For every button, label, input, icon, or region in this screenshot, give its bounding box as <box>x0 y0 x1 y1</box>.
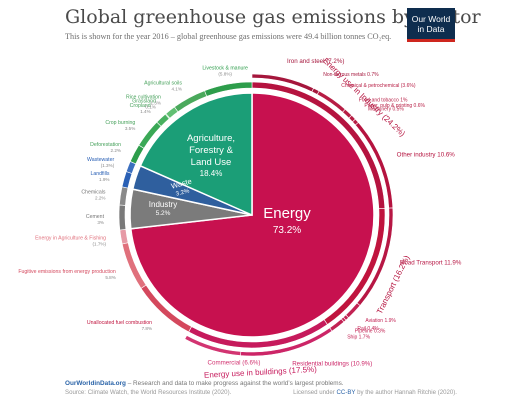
chart-subtitle: This is shown for the year 2016 – global… <box>65 32 392 41</box>
footer-license: Licensed under CC-BY by the author Hanna… <box>293 389 457 396</box>
middle-label-rice-cultivation: Rice cultivation <box>126 94 161 100</box>
license-link[interactable]: CC-BY <box>336 389 356 396</box>
label-industry-value: 5.2% <box>156 210 171 217</box>
outer-label-ship: Ship 1.7% <box>347 335 370 341</box>
outer-label-aviation: Aviation 1.9% <box>365 318 396 324</box>
license-suffix: by the author Hannah Ritchie (2020). <box>355 389 457 396</box>
label-energy-value: 73.2% <box>273 225 301 236</box>
outer-label-rail: Rail 0.4% <box>357 326 379 332</box>
middle-value-wastewater: (1.3%) <box>101 163 115 168</box>
outer-label-road-transport: Road Transport 11.9% <box>400 260 462 267</box>
middle-label-livestock-manure: Livestock & manure <box>202 65 248 71</box>
logo-text-line2: in Data <box>417 24 445 34</box>
middle-value-unallocated-fuel-combustion: 7.8% <box>142 326 152 331</box>
outer-label-non-ferrous-metals: Non-ferrous metals 0.7% <box>323 72 379 78</box>
footer-attribution: OurWorldinData.org – Research and data t… <box>65 380 344 387</box>
label-agriculture-value: 18.4% <box>200 169 223 178</box>
outer-label-other-industry: Other industry 10.6% <box>397 152 456 159</box>
label-agriculture-line1: Agriculture, <box>187 133 235 144</box>
footer-tagline: – Research and data to make progress aga… <box>125 380 344 387</box>
middle-label-energy-in-agriculture-fishing: Energy in Agriculture & Fishing <box>35 236 106 242</box>
footer-site-link[interactable]: OurWorldinData.org <box>65 380 126 387</box>
middle-value-deforestation: 2.2% <box>111 148 121 153</box>
middle-arc-landfills <box>121 171 133 189</box>
label-waste-value: 3.2% <box>175 188 190 198</box>
footer-source: Source: Climate Watch, the World Resourc… <box>65 389 232 396</box>
label-energy: Energy <box>263 205 311 222</box>
middle-label-unallocated-fuel-combustion: Unallocated fuel combustion <box>87 320 152 326</box>
inner-slice-agriculture-forestry-land-use <box>139 92 253 217</box>
logo-text-line1: Our World <box>411 14 451 24</box>
middle-arc-livestock-manure <box>204 81 253 97</box>
middle-value-agricultural-soils: 4.1% <box>171 87 181 92</box>
outer-label-paper-pulp-printing: Paper, pulp & printing 0.6% <box>364 103 425 109</box>
outer-arc-commercial <box>184 335 242 356</box>
middle-value-chemicals: 2.2% <box>95 196 105 201</box>
middle-label-crop-burning: Crop burning <box>105 120 135 126</box>
outer-label-pipeline: Pipeline 0.3% <box>355 328 386 334</box>
middle-arc-energy-in-agriculture-fishing <box>119 229 129 245</box>
middle-label-chemicals: Chemicals <box>81 190 106 196</box>
middle-label-deforestation: Deforestation <box>90 142 121 148</box>
middle-label-agricultural-soils: Agricultural soils <box>144 81 182 87</box>
chart-title: Global greenhouse gas emissions by secto… <box>65 6 481 28</box>
outer-label-chemical-petrochemical: Chemical & petrochemical (3.6%) <box>341 83 416 89</box>
label-industry: Industry <box>149 200 177 209</box>
label-agriculture-line3: Land Use <box>191 157 232 168</box>
middle-value-grassland: 0.1% <box>145 104 155 109</box>
middle-label-landfills: Landfills <box>90 171 109 177</box>
middle-label-cement: Cement <box>86 214 105 220</box>
middle-label-grassland: Grassland <box>132 98 156 104</box>
middle-value-energy-in-agriculture-fishing: (1.7%) <box>93 242 107 247</box>
label-agriculture-line2: Forestry & <box>189 145 233 156</box>
middle-value-livestock-manure: (5.8%) <box>218 71 232 76</box>
owid-logo[interactable]: Our World in Data <box>407 8 455 42</box>
outer-label-residential-buildings: Residential buildings (10.9%) <box>292 361 372 368</box>
middle-value-cropland: 1.4% <box>140 109 150 114</box>
middle-value-cement: 3% <box>97 220 104 225</box>
middle-arc-cement <box>118 204 127 231</box>
outer-label-commercial: Commercial (6.6%) <box>208 360 261 367</box>
middle-arc-chemicals <box>119 186 129 206</box>
middle-label-cropland: Cropland <box>130 103 151 109</box>
middle-label-wastewater: Wastewater <box>87 157 114 163</box>
middle-value-rice-cultivation: 1.3% <box>150 100 160 105</box>
middle-value-crop-burning: 3.5% <box>125 126 135 131</box>
license-prefix: Licensed under <box>293 389 337 396</box>
outer-label-iron-and-steel: Iron and steel (7.2%) <box>287 58 344 65</box>
middle-label-fugitive-emissions-from-energy-production: Fugitive emissions from energy productio… <box>18 269 116 275</box>
outer-label-food-and-tobacco: Food and tobacco 1% <box>359 97 408 103</box>
middle-value-landfills: 1.9% <box>99 177 109 182</box>
middle-value-fugitive-emissions-from-energy-production: 5.8% <box>105 275 115 280</box>
outer-label-machinery: Machinery 0.5% <box>368 107 404 113</box>
